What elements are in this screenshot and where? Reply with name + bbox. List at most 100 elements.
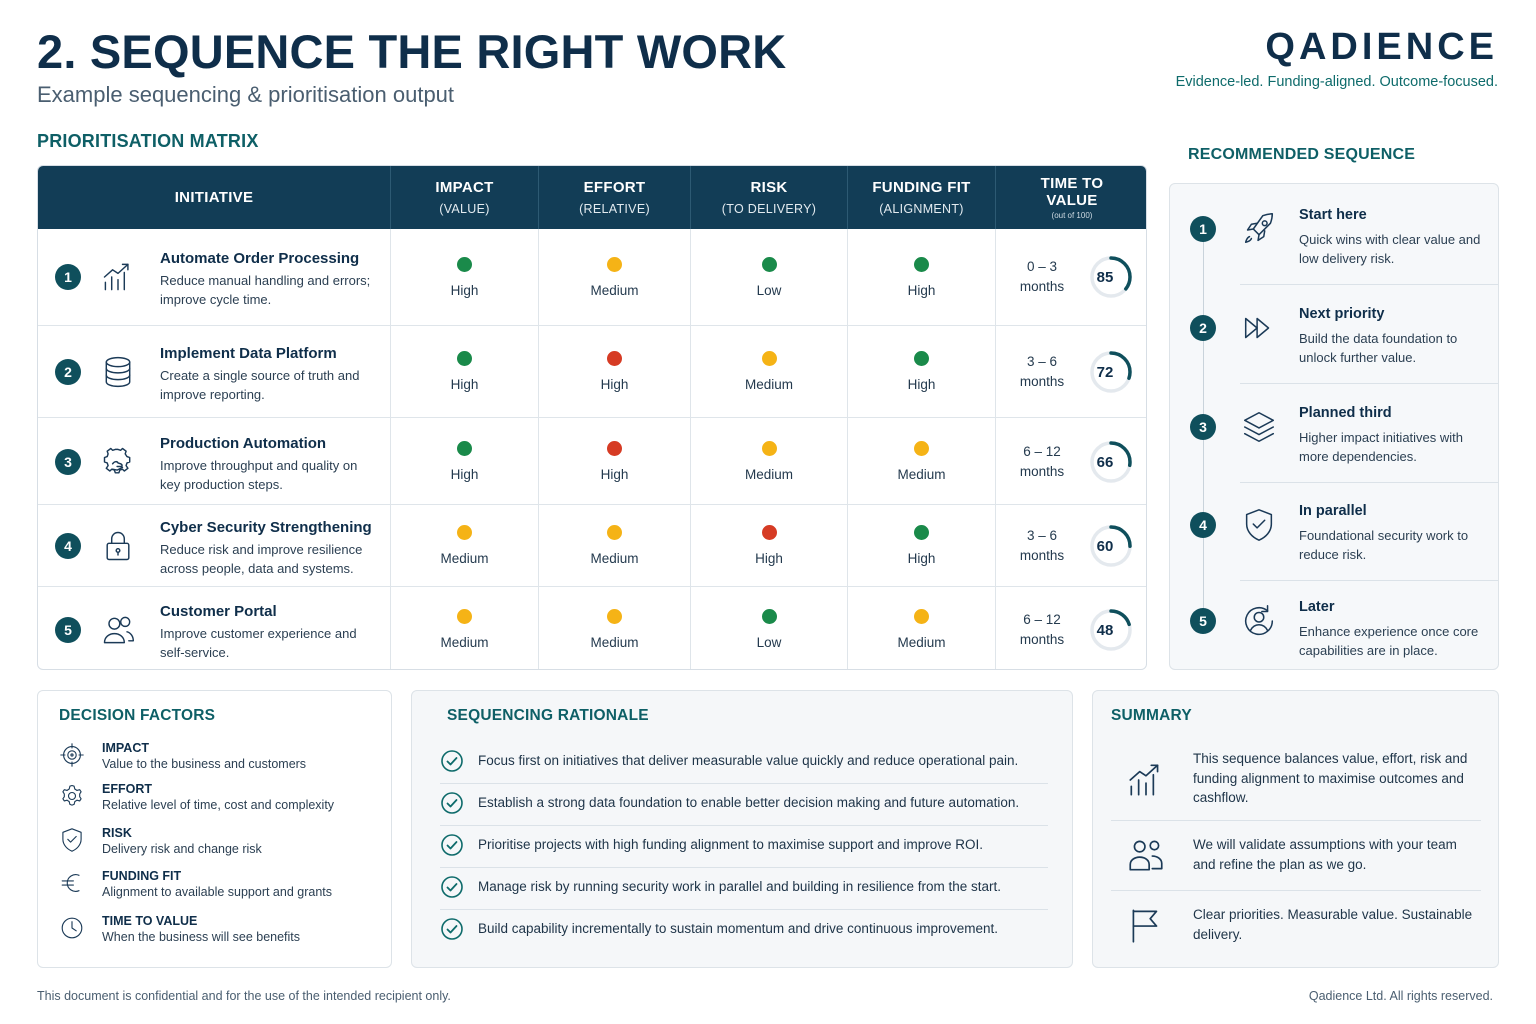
- initiative-number-badge: 4: [55, 533, 81, 559]
- sequence-number-badge: 1: [1190, 216, 1216, 242]
- time-to-value-cell: 6 – 12 months 48: [995, 587, 1146, 669]
- decision-factor-description: Delivery risk and change risk: [102, 842, 262, 856]
- table-row: 5 Customer Portal Improve customer experie…: [38, 586, 1146, 669]
- risk-cell: Low: [690, 229, 847, 325]
- check-circle-icon: [440, 833, 464, 857]
- ttv-unit: months: [1019, 548, 1065, 563]
- initiative-cell: 1 Automate Order Processing Reduce manual …: [38, 229, 390, 325]
- initiative-name: Production Automation: [160, 434, 327, 452]
- sequence-step-name: In parallel: [1299, 503, 1367, 519]
- check-circle-icon: [440, 749, 464, 773]
- growth-chart-icon: [1125, 759, 1167, 801]
- sequencing-rationale-card: SEQUENCING RATIONALE Focus first on init…: [411, 690, 1073, 968]
- initiative-description: Reduce risk and improve resilience acros…: [160, 542, 363, 576]
- matrix-header: INITIATIVE IMPACT (VALUE) EFFORT (RELATI…: [38, 166, 1146, 229]
- decision-factor-name: IMPACT: [102, 741, 149, 755]
- effort-cell: Medium: [538, 505, 690, 586]
- sequence-step-name: Start here: [1299, 207, 1367, 223]
- sequence-title: RECOMMENDED SEQUENCE: [1188, 146, 1416, 163]
- page-subtitle: Example sequencing & prioritisation outp…: [37, 82, 455, 107]
- column-header-sublabel: (VALUE): [439, 202, 490, 216]
- column-header-label: RISK: [750, 179, 788, 196]
- summary-item: This sequence balances value, effort, ri…: [1111, 745, 1481, 815]
- rationale-text: Establish a strong data foundation to en…: [478, 795, 1020, 810]
- rating-dot: [607, 256, 622, 272]
- initiative-number-badge: 2: [55, 359, 81, 385]
- check-circle-icon: [440, 791, 464, 815]
- gauge-arc: [1090, 440, 1132, 483]
- initiative-description: Reduce manual handling and errors; impro…: [160, 273, 371, 307]
- column-header-effort: EFFORT (RELATIVE): [538, 166, 690, 229]
- ttv-unit: months: [1019, 374, 1065, 389]
- funding-rating: Medium: [848, 587, 995, 669]
- gauge-score: 66: [1097, 454, 1114, 471]
- summary-divider: [1111, 820, 1481, 821]
- rationale-text: Prioritise projects with high funding al…: [478, 837, 983, 852]
- ttv-unit: months: [1019, 279, 1065, 294]
- gauge-score: 72: [1097, 364, 1114, 381]
- check-circle-icon: [440, 917, 464, 941]
- check-circle-icon: [440, 875, 464, 899]
- rationale-divider: [440, 825, 1048, 826]
- effort-cell: Medium: [538, 229, 690, 325]
- initiative-cell: 2 Implement Data Platform Create a single …: [38, 326, 390, 417]
- sequence-step-description: Higher impact initiatives with more depe…: [1299, 430, 1464, 464]
- sequence-step-name: Later: [1299, 599, 1335, 615]
- gauge-arc: [1090, 525, 1132, 567]
- impact-cell: High: [390, 326, 538, 417]
- decision-factor: FUNDING FIT Alignment to available suppor…: [58, 869, 388, 905]
- rating-label: Medium: [440, 634, 489, 650]
- gauge-arc: [1090, 256, 1132, 298]
- impact-rating: High: [391, 229, 538, 325]
- decision-factor-description: Alignment to available support and grant…: [102, 885, 333, 899]
- rating-dot: [761, 525, 777, 540]
- matrix-title: PRIORITISATION MATRIX: [37, 131, 259, 151]
- sequence-step: 3 Planned third Higher impact initiatives …: [1170, 404, 1498, 484]
- time-to-value-cell: 3 – 6 months 60: [995, 505, 1146, 586]
- ttv-range: 0 – 3: [1026, 259, 1058, 274]
- rating-dot: [457, 525, 472, 540]
- sequence-number-badge: 3: [1190, 414, 1216, 440]
- decision-factor-name: FUNDING FIT: [102, 869, 182, 883]
- initiative-description: Improve customer experience and self-ser…: [160, 625, 357, 660]
- fast-forward-icon: [1240, 309, 1278, 347]
- decision-factor-description: When the business will see benefits: [102, 930, 301, 944]
- rating-dot: [914, 440, 929, 456]
- column-header-impact: IMPACT (VALUE): [390, 166, 538, 229]
- rating-dot: [457, 256, 472, 272]
- rating-label: Medium: [897, 634, 946, 650]
- sequence-number-badge: 2: [1190, 315, 1216, 341]
- impact-cell: High: [390, 418, 538, 504]
- rating-dot: [607, 525, 622, 540]
- effort-cell: High: [538, 326, 690, 417]
- gear-hand-icon: [100, 444, 136, 480]
- column-header-sublabel: (RELATIVE): [579, 202, 650, 216]
- column-header-label: IMPACT: [435, 179, 494, 196]
- effort-rating: Medium: [539, 587, 690, 669]
- initiative-name: Automate Order Processing: [160, 250, 360, 267]
- funding-cell: High: [847, 229, 995, 325]
- rationale-item: Build capability incrementally to sustai…: [440, 909, 1048, 951]
- rationale-text: Manage risk by running security work in …: [478, 879, 1001, 894]
- score-gauge: 66: [1088, 439, 1134, 485]
- sequence-step: 2 Next priority Build the data foundation …: [1170, 305, 1498, 385]
- users-icon: [100, 612, 136, 648]
- initiative-number-badge: 3: [55, 448, 81, 475]
- rating-label: Low: [756, 282, 782, 298]
- impact-rating: Medium: [391, 505, 538, 586]
- database-icon: [100, 354, 136, 390]
- column-header-funding-fit: FUNDING FIT (ALIGNMENT): [847, 166, 995, 229]
- brand-tagline: Evidence-led. Funding-aligned. Outcome-f…: [1175, 74, 1498, 90]
- rationale-item: Focus first on initiatives that deliver …: [440, 741, 1048, 783]
- summary-title: SUMMARY: [1111, 707, 1192, 724]
- risk-rating: Low: [691, 587, 847, 669]
- table-row: 1 Automate Order Processing Reduce manual …: [38, 229, 1146, 325]
- footer-copyright: Qadience Ltd. All rights reserved.: [1308, 989, 1493, 1003]
- rating-label: High: [907, 282, 936, 298]
- column-header-label: FUNDING FIT: [872, 179, 971, 196]
- column-header-label: TIME TO VALUE: [1040, 175, 1104, 209]
- decision-factor: EFFORT Relative level of time, cost and c…: [58, 782, 388, 818]
- shield-check-icon: [1240, 506, 1278, 544]
- rating-dot: [457, 608, 472, 624]
- rationale-text: Build capability incrementally to sustai…: [478, 921, 999, 936]
